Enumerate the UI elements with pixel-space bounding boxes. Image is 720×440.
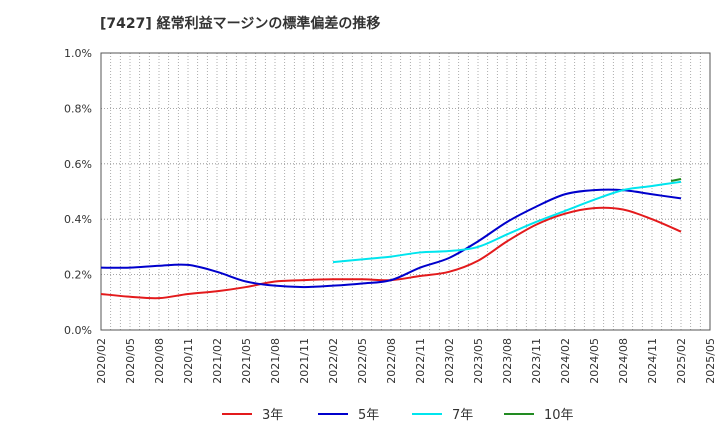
y-tick-label: 0.0% [64,324,92,337]
x-tick-label: 2022/05 [356,338,369,384]
x-tick-label: 2023/02 [443,338,456,384]
y-tick-label: 0.2% [64,269,92,282]
plot-border [100,52,711,331]
x-tick-label: 2021/08 [269,338,282,384]
x-tick-label: 2020/08 [153,338,166,384]
x-tick-label: 2023/08 [501,338,514,384]
x-tick-label: 2021/02 [211,338,224,384]
series-2 [100,188,682,289]
series-lines [100,178,682,300]
y-tick-label: 0.8% [64,102,92,115]
chart-title: [7427] 経常利益マージンの標準偏差の推移 [100,15,380,32]
x-tick-label: 2021/05 [240,338,253,384]
legend-item: 10年 [504,408,574,423]
y-tick-label: 0.6% [64,158,92,171]
legend-item: 5年 [318,408,379,423]
x-tick-label: 2020/11 [182,338,195,384]
x-tick-label: 2023/11 [530,338,543,384]
x-tick-label: 2022/08 [385,338,398,384]
plot-area [101,53,710,330]
x-tick-label: 2024/02 [559,338,572,384]
x-tick-label: 2022/11 [414,338,427,384]
x-tick-label: 2020/02 [95,338,108,384]
x-tick-label: 2024/11 [646,338,659,384]
legend-label: 10年 [544,408,574,423]
x-tick-label: 2025/05 [704,338,717,384]
legend-label: 5年 [358,408,379,423]
legend-label: 7年 [452,408,473,423]
x-tick-label: 2022/02 [327,338,340,384]
x-tick-label: 2024/08 [617,338,630,384]
series-4 [670,178,682,183]
x-tick-label: 2023/05 [472,338,485,384]
x-tick-label: 2024/05 [588,338,601,384]
legend-item: 7年 [412,408,473,423]
series-line [670,178,682,183]
legend-label: 3年 [262,408,283,423]
y-tick-label: 1.0% [64,47,92,60]
series-line [100,188,682,289]
legend: 3年 5年 7年 10年 [222,408,574,423]
legend-item: 3年 [222,408,283,423]
x-tick-label: 2025/02 [675,338,688,384]
axes: 0.0% 0.2% 0.4% 0.6% 0.8% 1.0% 2020/02 2020/05 20… [64,47,717,384]
y-tick-label: 0.4% [64,213,92,226]
series-3 [332,180,682,264]
x-tick-label: 2020/05 [124,338,137,384]
x-tick-label: 2021/11 [298,338,311,384]
series-line [332,180,682,264]
